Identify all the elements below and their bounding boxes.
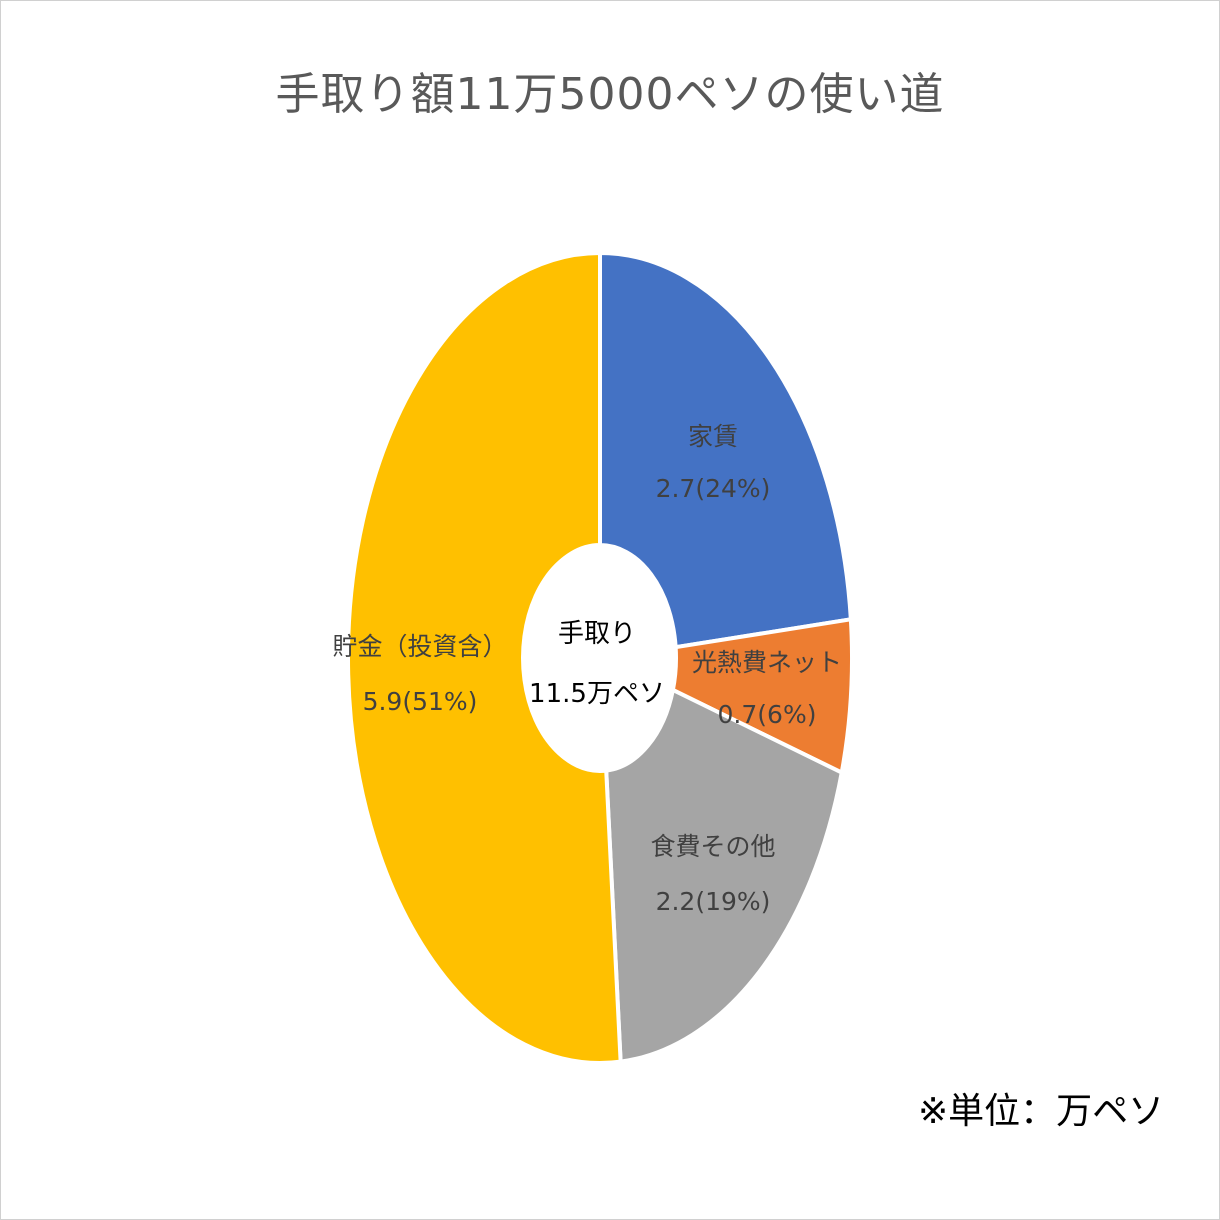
donut-hole [521, 545, 673, 771]
slice-label-value-3: 2.2(19%) [656, 887, 771, 916]
slice-label-value-4: 5.9(51%) [363, 687, 478, 716]
slice-3 [604, 687, 844, 1064]
slice-2 [670, 617, 854, 776]
slice-label-value-1: 2.7(24%) [656, 474, 771, 503]
unit-note: ※単位：万ペソ [918, 1091, 1165, 1132]
slice-label-name-3: 食費その他 [650, 832, 775, 861]
slice-label-value-2: 0.7(6%) [718, 700, 817, 729]
chart-title: 手取り額11万5000ペソの使い道 [275, 69, 945, 120]
slice-label-name-2: 光熱費ネット [692, 648, 842, 677]
slice-label-name-1: 家賃 [688, 422, 738, 451]
slice-1 [598, 250, 853, 650]
center-label-line-1: 手取り [558, 619, 636, 649]
slice-label-name-4: 貯金（投資含） [332, 632, 507, 661]
center-label-line-2: 11.5万ペソ [529, 679, 665, 709]
